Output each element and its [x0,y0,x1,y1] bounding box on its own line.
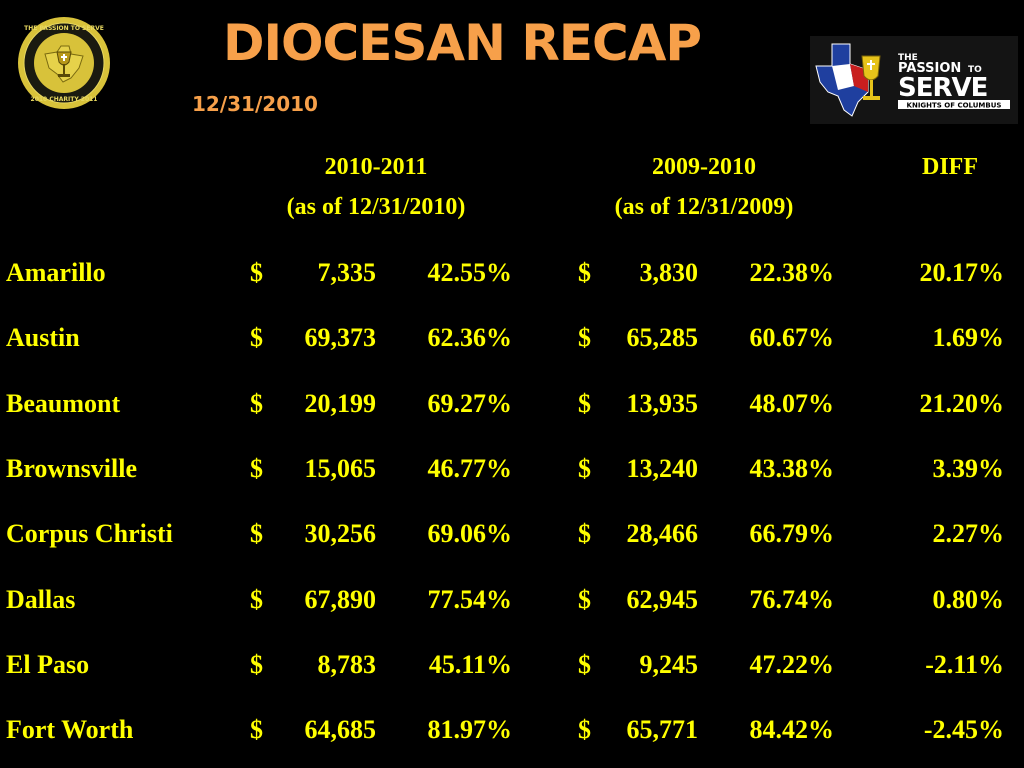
row-previous-amount: 28,466 [626,519,699,549]
row-current-amount: 15,065 [304,453,377,483]
row-current-currency: $ [250,519,263,549]
previous-asof-header: (as of 12/31/2009) [614,194,794,220]
row-current-currency: $ [250,388,263,418]
passion-to-serve-seal-icon: THE PASSION TO SERVE 2010 CHARITY 2011 [18,17,110,109]
row-diff: -2.11% [925,649,1004,679]
row-previous-amount: 65,771 [626,715,699,745]
row-diocese-name: Fort Worth [6,715,134,745]
row-previous-currency: $ [578,519,591,549]
page-subtitle-date: 12/31/2010 [192,92,318,116]
current-year-header: 2010-2011 [324,154,428,180]
row-current-percent: 46.77% [427,453,513,483]
row-previous-percent: 66.79% [749,519,835,549]
knights-of-columbus-logo-icon: THE PASSION TO SERVE KNIGHTS OF COLUMBUS [810,36,1018,124]
row-previous-percent: 48.07% [749,388,835,418]
row-diff: 21.20% [919,388,1005,418]
row-diff: 1.69% [932,323,1005,353]
row-current-currency: $ [250,258,263,287]
row-current-currency: $ [250,584,263,614]
row-previous-percent: 47.22% [749,649,835,679]
row-previous-currency: $ [578,258,591,287]
seal-text-bottom: 2010 CHARITY 2011 [31,96,98,103]
row-previous-currency: $ [578,649,591,679]
logo-line1c: TO [968,65,982,75]
row-previous-amount: 3,830 [639,258,699,287]
row-previous-currency: $ [578,388,591,418]
logo-line1b: PASSION [898,61,961,76]
row-previous-amount: 65,285 [626,323,699,353]
row-diff: 3.39% [932,453,1005,483]
row-previous-percent: 43.38% [749,453,835,483]
row-previous-currency: $ [578,584,591,614]
row-diocese-name: Beaumont [6,388,121,418]
row-diff: 2.27% [932,519,1005,549]
row-previous-currency: $ [578,453,591,483]
row-current-amount: 7,335 [317,258,377,287]
row-previous-amount: 13,240 [626,453,699,483]
row-diocese-name: El Paso [6,649,90,679]
row-current-percent: 77.54% [427,584,513,614]
row-current-currency: $ [250,715,263,745]
logo-line2: SERVE [898,73,987,103]
previous-year-header: 2009-2010 [652,154,756,180]
row-previous-percent: 84.42% [749,715,835,745]
row-previous-percent: 22.38% [749,258,835,287]
current-asof-header: (as of 12/31/2010) [286,194,466,220]
row-diocese-name: Amarillo [6,258,106,287]
row-previous-percent: 60.67% [749,323,835,353]
row-current-amount: 69,373 [304,323,377,353]
logo-line3: KNIGHTS OF COLUMBUS [907,102,1002,110]
row-current-currency: $ [250,323,263,353]
logo-line1: THE [898,53,918,63]
diff-header: DIFF [922,154,978,180]
row-diff: 0.80% [932,584,1005,614]
row-current-percent: 42.55% [427,258,513,287]
row-diocese-name: Brownsville [6,453,137,483]
row-diocese-name: Dallas [6,584,76,614]
row-diff: -2.45% [923,715,1004,745]
row-previous-percent: 76.74% [749,584,835,614]
row-diff: 20.17% [919,258,1005,287]
row-diocese-name: Corpus Christi [6,519,173,549]
row-diocese-name: Austin [6,323,80,353]
page-title: DIOCESAN RECAP [222,14,702,72]
row-current-amount: 64,685 [304,715,377,745]
row-current-percent: 69.06% [427,519,513,549]
row-previous-currency: $ [578,323,591,353]
row-current-amount: 67,890 [304,584,377,614]
row-previous-currency: $ [578,715,591,745]
seal-text-top: THE PASSION TO SERVE [24,25,104,32]
row-current-amount: 20,199 [304,388,377,418]
row-current-percent: 45.11% [428,649,512,679]
row-current-currency: $ [250,649,263,679]
row-current-percent: 62.36% [427,323,513,353]
row-previous-amount: 62,945 [626,584,699,614]
row-current-amount: 8,783 [317,649,377,679]
row-previous-amount: 9,245 [639,649,699,679]
row-current-percent: 81.97% [427,715,513,745]
row-current-percent: 69.27% [427,388,513,418]
row-current-currency: $ [250,453,263,483]
row-current-amount: 30,256 [304,519,377,549]
row-previous-amount: 13,935 [626,388,699,418]
